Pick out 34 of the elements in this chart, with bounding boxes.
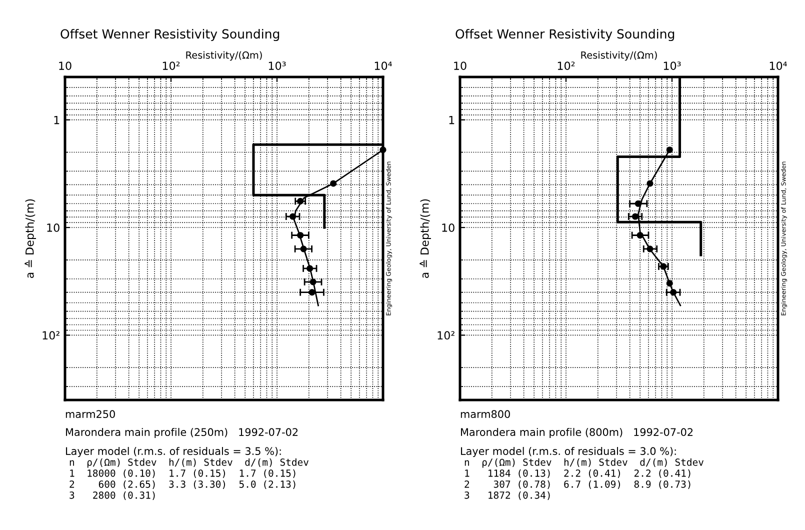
text: 2 600 (2.65) 3.3 (3.30) 5.0 (2.13) [70, 480, 296, 489]
text: marm800 [460, 410, 510, 418]
x-tick-label: 10² [162, 62, 180, 70]
y-axis-title: a ≙ Depth/(m) [24, 199, 36, 278]
text: marm250 [66, 410, 115, 418]
text: Layer model (r.m.s. of residuals = 3.0 %): [461, 446, 676, 458]
y-axis-title: a ≙ Depth/(m) [420, 199, 431, 278]
text: 1 1184 (0.13) 2.2 (0.41) 2.2 (0.41) [465, 469, 690, 478]
y-tick-label: 10² [438, 331, 454, 340]
x-tick-label: 10 [59, 62, 72, 70]
text: 1 18000 (0.10) 1.7 (0.15) 1.7 (0.15) [70, 469, 296, 478]
text: 3 1872 (0.34) [464, 491, 550, 500]
x-tick-label: 10² [558, 62, 575, 70]
x-tick-label: 10³ [664, 62, 681, 70]
x-tick-label: 10⁴ [770, 62, 787, 70]
chart-title: Offset Wenner Resistivity Sounding [456, 28, 674, 42]
y-tick-label: 1 [449, 116, 454, 124]
chart-title: Offset Wenner Resistivity Sounding [60, 28, 280, 42]
text: n ρ/(Ωm) Stdev h/(m) Stdev d/(m) Stdev [70, 458, 309, 468]
x-axis-title: Resistivity/(Ωm) [186, 51, 262, 61]
y-tick-label: 1 [54, 116, 60, 124]
x-axis-title: Resistivity/(Ωm) [581, 51, 657, 61]
y-tick-label: 10 [47, 223, 60, 232]
text: n ρ/(Ωm) Stdev h/(m) Stdev d/(m) Stdev [464, 458, 704, 468]
text: 3 2800 (0.31) [70, 491, 155, 500]
y-tick-label: 10 [442, 223, 454, 232]
x-tick-label: 10 [454, 62, 466, 70]
x-tick-label: 10³ [268, 62, 286, 70]
text: Marondera main profile (800m) 1992-07-02 [461, 428, 693, 438]
text: Marondera main profile (250m) 1992-07-02 [66, 428, 298, 438]
text: 2 307 (0.78) 6.7 (1.09) 8.9 (0.73) [464, 480, 690, 489]
text: Layer model (r.m.s. of residuals = 3.5 %): [66, 446, 281, 458]
y-tick-label: 10² [42, 331, 60, 340]
x-tick-label: 10⁴ [374, 62, 392, 70]
